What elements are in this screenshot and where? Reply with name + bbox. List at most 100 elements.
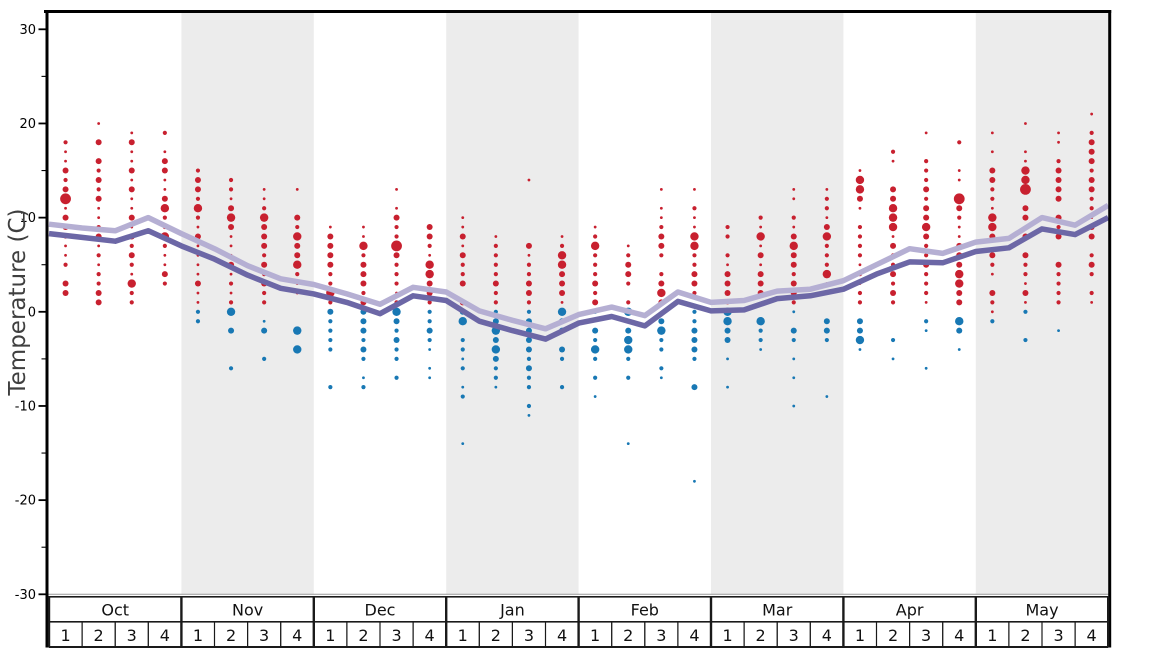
max-temp-dot bbox=[162, 130, 167, 135]
min-temp-dot bbox=[824, 337, 829, 343]
min-temp-dot bbox=[691, 337, 698, 344]
min-temp-dot bbox=[394, 356, 399, 361]
max-temp-dot bbox=[195, 168, 201, 173]
max-temp-dot bbox=[493, 243, 498, 248]
max-temp-dot bbox=[97, 244, 101, 248]
min-temp-dot bbox=[593, 356, 598, 361]
week-number-label: 3 bbox=[921, 626, 931, 645]
max-temp-dot bbox=[362, 235, 365, 238]
max-temp-dot bbox=[395, 187, 398, 191]
max-temp-dot bbox=[1023, 272, 1028, 277]
max-temp-dot bbox=[559, 271, 566, 278]
max-temp-dot bbox=[692, 253, 697, 258]
max-temp-dot bbox=[888, 222, 898, 232]
max-temp-dot bbox=[988, 213, 997, 222]
average-min-temperature-line bbox=[48, 215, 1110, 342]
max-temp-dot bbox=[857, 253, 863, 258]
week-dots-oct-3 bbox=[127, 131, 136, 305]
max-temp-dot bbox=[825, 216, 829, 220]
min-temp-dot bbox=[526, 356, 532, 361]
max-temp-dot bbox=[953, 193, 965, 205]
min-temp-dot bbox=[691, 327, 698, 334]
min-temp-dot bbox=[525, 365, 532, 372]
max-temp-dot bbox=[1056, 224, 1061, 230]
min-temp-dot bbox=[360, 327, 367, 334]
max-temp-dot bbox=[359, 241, 368, 251]
max-temp-dot bbox=[924, 272, 929, 277]
max-temp-dot bbox=[924, 196, 929, 201]
max-temp-dot bbox=[957, 140, 962, 145]
max-temp-dot bbox=[792, 225, 796, 229]
max-temp-dot bbox=[1057, 140, 1060, 144]
week-number-label: 3 bbox=[127, 626, 137, 645]
week-number-label: 3 bbox=[1053, 626, 1063, 645]
max-temp-dot bbox=[394, 272, 399, 277]
max-temp-dot bbox=[1057, 131, 1060, 135]
min-temp-dot bbox=[724, 337, 731, 344]
max-temp-dot bbox=[593, 225, 597, 229]
shaded-band-nov bbox=[181, 13, 314, 595]
min-temp-dot bbox=[526, 375, 532, 380]
week-number-label: 3 bbox=[524, 626, 534, 645]
week-dots-may-1 bbox=[988, 131, 997, 324]
max-temp-dot bbox=[196, 300, 200, 304]
max-temp-dot bbox=[360, 261, 367, 268]
max-temp-dot bbox=[295, 272, 300, 277]
min-temp-dot bbox=[657, 326, 666, 335]
max-temp-dot bbox=[161, 195, 168, 202]
min-temp-dot bbox=[626, 442, 630, 446]
max-temp-dot bbox=[1055, 195, 1062, 202]
max-temp-dot bbox=[95, 176, 102, 183]
max-temp-dot bbox=[658, 242, 665, 249]
min-temp-dot bbox=[394, 328, 399, 333]
month-label: Mar bbox=[762, 601, 793, 620]
week-dots-oct-4 bbox=[160, 130, 170, 286]
max-temp-dot bbox=[989, 252, 996, 259]
max-temp-dot bbox=[790, 252, 797, 259]
max-temp-dot bbox=[791, 215, 796, 220]
max-temp-dot bbox=[493, 300, 498, 305]
min-temp-dot bbox=[525, 346, 532, 353]
min-temp-dot bbox=[460, 394, 465, 399]
max-temp-dot bbox=[990, 272, 994, 276]
max-temp-dot bbox=[96, 253, 101, 258]
max-temp-dot bbox=[990, 206, 994, 210]
max-temp-dot bbox=[261, 242, 268, 249]
max-temp-dot bbox=[196, 263, 200, 267]
max-temp-dot bbox=[590, 241, 600, 251]
max-temp-dot bbox=[163, 253, 167, 257]
min-temp-dot bbox=[226, 307, 236, 316]
week-dots-feb-3 bbox=[657, 187, 666, 380]
max-temp-dot bbox=[924, 168, 929, 173]
min-temp-dot bbox=[293, 345, 302, 354]
max-temp-dot bbox=[592, 280, 599, 287]
max-temp-dot bbox=[63, 262, 68, 267]
max-temp-dot bbox=[891, 159, 895, 163]
max-temp-dot bbox=[989, 167, 996, 174]
min-temp-dot bbox=[659, 337, 664, 343]
max-temp-dot bbox=[625, 271, 632, 278]
max-temp-dot bbox=[857, 243, 863, 248]
max-temp-dot bbox=[693, 187, 696, 191]
week-dots-oct-2 bbox=[95, 122, 102, 306]
max-temp-dot bbox=[228, 205, 235, 212]
y-tick-label: 10 bbox=[19, 211, 36, 226]
max-temp-dot bbox=[63, 140, 68, 145]
max-temp-dot bbox=[95, 289, 102, 296]
max-temp-dot bbox=[725, 224, 730, 230]
max-temp-dot bbox=[759, 244, 763, 248]
max-temp-dot bbox=[1055, 261, 1062, 268]
max-temp-dot bbox=[758, 215, 763, 220]
max-temp-dot bbox=[923, 205, 930, 212]
week-number-label: 1 bbox=[193, 626, 203, 645]
max-temp-dot bbox=[724, 280, 731, 287]
max-temp-dot bbox=[1055, 233, 1062, 240]
min-temp-dot bbox=[427, 309, 432, 314]
max-temp-dot bbox=[130, 159, 134, 163]
max-temp-dot bbox=[128, 214, 135, 221]
max-temp-dot bbox=[63, 177, 68, 183]
max-temp-dot bbox=[362, 225, 365, 229]
max-temp-dot bbox=[557, 251, 567, 260]
